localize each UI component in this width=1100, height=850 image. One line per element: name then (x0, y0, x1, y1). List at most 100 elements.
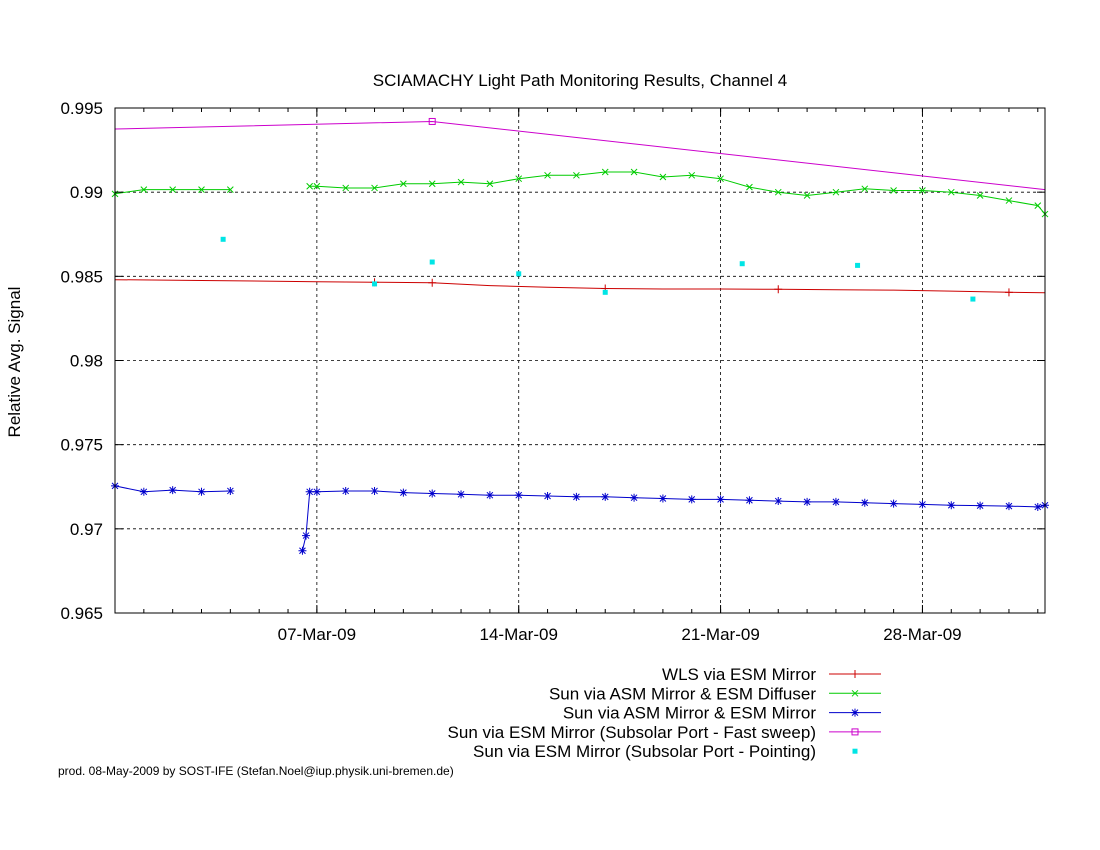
data-point (630, 493, 639, 502)
x-tick-label: 14-Mar-09 (480, 625, 558, 644)
data-point (688, 171, 696, 179)
legend-label: Sun via ESM Mirror (Subsolar Port - Fast… (448, 723, 816, 742)
series-line (114, 279, 1046, 294)
chart-title: SCIAMACHY Light Path Monitoring Results,… (373, 71, 788, 90)
data-point (429, 259, 435, 265)
data-point (139, 487, 148, 496)
data-point (803, 192, 811, 199)
legend-marker (852, 748, 858, 754)
data-point (514, 491, 523, 500)
data-point (860, 498, 869, 507)
data-point (601, 492, 610, 501)
data-point (372, 281, 378, 287)
data-point (428, 489, 437, 498)
data-point (918, 500, 927, 509)
data-point (371, 184, 378, 192)
data-point (1005, 197, 1013, 204)
data-point (313, 182, 321, 190)
data-point (1033, 502, 1042, 511)
series-0 (114, 278, 1046, 297)
data-point (890, 187, 897, 194)
data-point (572, 492, 581, 501)
legend-label: Sun via ASM Mirror & ESM Mirror (563, 704, 816, 723)
data-point (312, 487, 321, 496)
data-point (601, 168, 609, 176)
series-layer (111, 117, 1049, 555)
data-point (1004, 502, 1013, 511)
legend-label: Sun via ASM Mirror & ESM Diffuser (549, 684, 816, 703)
data-point (220, 236, 226, 242)
series-line (309, 171, 1046, 215)
y-tick-label: 0.97 (70, 520, 103, 539)
data-point (428, 117, 436, 125)
y-tick-label: 0.995 (60, 99, 103, 118)
data-point (831, 497, 840, 506)
y-axis-label: Relative Avg. Signal (5, 287, 24, 438)
data-point (947, 501, 956, 510)
y-tick-label: 0.98 (70, 352, 103, 371)
legend-label: WLS via ESM Mirror (662, 665, 816, 684)
legend-marker (851, 670, 859, 678)
data-point (889, 499, 898, 508)
data-point (485, 491, 494, 500)
series-3 (114, 117, 1046, 191)
data-point (457, 490, 466, 499)
data-point (486, 180, 494, 188)
data-point (630, 168, 638, 176)
data-point (774, 188, 782, 196)
data-point (342, 184, 350, 192)
data-point (428, 278, 437, 287)
data-point (976, 192, 984, 199)
data-point (169, 186, 177, 193)
data-point (341, 486, 350, 495)
x-tick-label: 21-Mar-09 (681, 625, 759, 644)
data-point (197, 487, 206, 496)
data-point (399, 488, 408, 497)
data-point (370, 486, 379, 495)
data-point (168, 486, 177, 495)
legend-label: Sun via ESM Mirror (Subsolar Port - Poin… (473, 742, 816, 761)
footer-credit: prod. 08-May-2009 by SOST-IFE (Stefan.No… (58, 764, 454, 778)
data-point (226, 186, 234, 193)
data-point (198, 186, 205, 193)
data-point (602, 289, 608, 295)
data-point (302, 531, 311, 540)
data-point (861, 185, 869, 193)
data-point (739, 261, 745, 267)
y-tick-label: 0.99 (70, 183, 103, 202)
series-1 (111, 168, 1049, 218)
series-4 (220, 236, 976, 302)
data-point (659, 173, 667, 181)
y-tick-label: 0.975 (60, 436, 103, 455)
data-point (543, 492, 552, 501)
data-point (832, 188, 840, 196)
data-point (428, 180, 436, 188)
data-point (400, 180, 407, 188)
series-line (301, 490, 1046, 551)
data-point (515, 175, 523, 183)
data-point (746, 183, 753, 191)
data-point (687, 495, 696, 504)
data-point (803, 497, 812, 506)
grid (115, 108, 1045, 613)
data-point (457, 178, 465, 186)
data-point (573, 171, 580, 179)
data-point (298, 546, 307, 555)
data-point (774, 497, 783, 506)
data-point (305, 487, 314, 496)
data-point (947, 188, 955, 196)
data-point (716, 495, 725, 504)
data-point (970, 296, 976, 302)
data-point (226, 486, 235, 495)
data-point (544, 171, 551, 179)
legend-marker (851, 689, 859, 697)
data-point (855, 262, 861, 268)
data-point (1034, 202, 1042, 209)
data-point (140, 186, 148, 193)
ticks: 0.965 0.97 0.975 0.98 0.985 0.99 0.995 07-Mar-0… (60, 99, 1045, 644)
data-point (658, 494, 667, 503)
series-line (114, 120, 1046, 191)
data-point (745, 496, 754, 505)
